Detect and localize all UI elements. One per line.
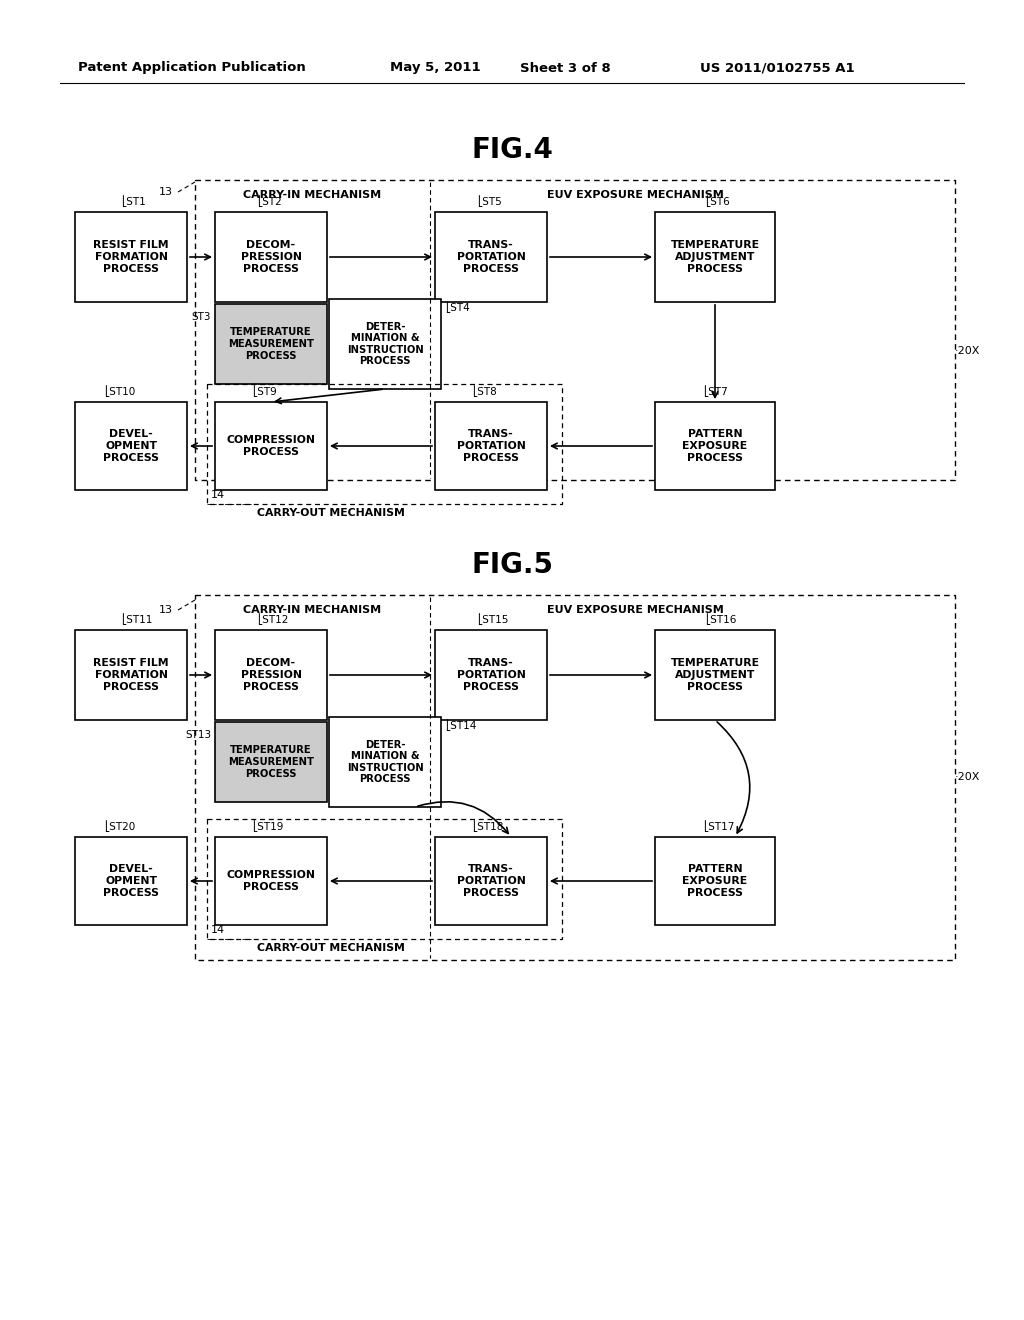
Text: ⎣ST2: ⎣ST2	[257, 195, 283, 207]
Bar	[655, 403, 775, 490]
Text: ⎣ST18: ⎣ST18	[472, 820, 503, 832]
Bar	[195, 180, 955, 480]
Bar	[215, 213, 327, 302]
Bar	[329, 717, 441, 807]
Text: ⎣ST17: ⎣ST17	[703, 820, 734, 832]
Bar	[329, 300, 441, 389]
Bar	[435, 403, 547, 490]
Bar	[207, 818, 562, 939]
Text: ⎣ST1: ⎣ST1	[121, 195, 145, 207]
Bar	[215, 304, 327, 384]
Text: FIG.4: FIG.4	[471, 136, 553, 164]
Bar	[215, 837, 327, 925]
Text: ST13: ST13	[185, 730, 211, 741]
Text: 13: 13	[159, 605, 173, 615]
Text: Patent Application Publication: Patent Application Publication	[78, 62, 306, 74]
Text: EUV EXPOSURE MECHANISM: EUV EXPOSURE MECHANISM	[547, 190, 723, 201]
Text: CARRY-IN MECHANISM: CARRY-IN MECHANISM	[243, 605, 381, 615]
Text: ⎣ST20: ⎣ST20	[104, 820, 135, 832]
Text: TEMPERATURE
ADJUSTMENT
PROCESS: TEMPERATURE ADJUSTMENT PROCESS	[671, 659, 760, 692]
Text: EUV EXPOSURE MECHANISM: EUV EXPOSURE MECHANISM	[547, 605, 723, 615]
Text: 13: 13	[159, 187, 173, 197]
Text: ·20X: ·20X	[955, 772, 980, 783]
Bar	[75, 213, 187, 302]
Text: FIG.5: FIG.5	[471, 550, 553, 579]
Text: ⎣ST15: ⎣ST15	[477, 614, 509, 624]
Text: TRANS-
PORTATION
PROCESS: TRANS- PORTATION PROCESS	[457, 659, 525, 692]
Text: TRANS-
PORTATION
PROCESS: TRANS- PORTATION PROCESS	[457, 240, 525, 273]
Text: DEVEL-
OPMENT
PROCESS: DEVEL- OPMENT PROCESS	[103, 429, 159, 462]
Text: PATTERN
EXPOSURE
PROCESS: PATTERN EXPOSURE PROCESS	[682, 429, 748, 462]
Text: RESIST FILM
FORMATION
PROCESS: RESIST FILM FORMATION PROCESS	[93, 659, 169, 692]
Text: DECOM-
PRESSION
PROCESS: DECOM- PRESSION PROCESS	[241, 240, 301, 273]
Text: CARRY-OUT MECHANISM: CARRY-OUT MECHANISM	[257, 508, 404, 517]
Text: ⎣ST12: ⎣ST12	[257, 614, 289, 624]
Text: DETER-
MINATION &
INSTRUCTION
PROCESS: DETER- MINATION & INSTRUCTION PROCESS	[347, 739, 423, 784]
Text: COMPRESSION
PROCESS: COMPRESSION PROCESS	[226, 436, 315, 457]
Text: 14: 14	[211, 490, 225, 500]
Text: ⎣ST8: ⎣ST8	[472, 385, 497, 397]
Text: TEMPERATURE
ADJUSTMENT
PROCESS: TEMPERATURE ADJUSTMENT PROCESS	[671, 240, 760, 273]
Text: ⎣ST6: ⎣ST6	[705, 195, 730, 207]
Text: CARRY-OUT MECHANISM: CARRY-OUT MECHANISM	[257, 942, 404, 953]
Text: DECOM-
PRESSION
PROCESS: DECOM- PRESSION PROCESS	[241, 659, 301, 692]
Text: COMPRESSION
PROCESS: COMPRESSION PROCESS	[226, 870, 315, 892]
Text: CARRY-IN MECHANISM: CARRY-IN MECHANISM	[243, 190, 381, 201]
Text: TRANS-
PORTATION
PROCESS: TRANS- PORTATION PROCESS	[457, 865, 525, 898]
Text: TRANS-
PORTATION
PROCESS: TRANS- PORTATION PROCESS	[457, 429, 525, 462]
Bar	[75, 630, 187, 719]
Text: DEVEL-
OPMENT
PROCESS: DEVEL- OPMENT PROCESS	[103, 865, 159, 898]
Text: ⎣ST14: ⎣ST14	[445, 719, 476, 731]
Bar	[207, 384, 562, 504]
Bar	[215, 630, 327, 719]
Bar	[215, 722, 327, 803]
Text: ·20X: ·20X	[955, 346, 980, 356]
Bar	[195, 595, 955, 960]
Text: TEMPERATURE
MEASUREMENT
PROCESS: TEMPERATURE MEASUREMENT PROCESS	[228, 327, 314, 360]
Text: ⎣ST9: ⎣ST9	[252, 385, 276, 397]
Bar	[655, 630, 775, 719]
Bar	[655, 837, 775, 925]
Text: May 5, 2011: May 5, 2011	[390, 62, 480, 74]
Text: TEMPERATURE
MEASUREMENT
PROCESS: TEMPERATURE MEASUREMENT PROCESS	[228, 746, 314, 779]
Text: ⎣ST4: ⎣ST4	[445, 301, 470, 313]
Text: Sheet 3 of 8: Sheet 3 of 8	[520, 62, 610, 74]
Text: ⎣ST7: ⎣ST7	[703, 385, 728, 397]
Bar	[655, 213, 775, 302]
Bar	[435, 837, 547, 925]
Text: DETER-
MINATION &
INSTRUCTION
PROCESS: DETER- MINATION & INSTRUCTION PROCESS	[347, 322, 423, 367]
Text: RESIST FILM
FORMATION
PROCESS: RESIST FILM FORMATION PROCESS	[93, 240, 169, 273]
Text: ⎣ST19: ⎣ST19	[252, 820, 284, 832]
Text: PATTERN
EXPOSURE
PROCESS: PATTERN EXPOSURE PROCESS	[682, 865, 748, 898]
Bar	[435, 630, 547, 719]
Bar	[75, 837, 187, 925]
Bar	[435, 213, 547, 302]
Text: ⎣ST10: ⎣ST10	[104, 385, 135, 397]
Text: ST3: ST3	[191, 312, 211, 322]
Text: 14: 14	[211, 925, 225, 935]
Bar	[215, 403, 327, 490]
Bar	[75, 403, 187, 490]
Text: US 2011/0102755 A1: US 2011/0102755 A1	[700, 62, 855, 74]
Text: ⎣ST16: ⎣ST16	[705, 614, 736, 624]
Text: ⎣ST5: ⎣ST5	[477, 195, 502, 207]
Text: ⎣ST11: ⎣ST11	[121, 614, 153, 624]
